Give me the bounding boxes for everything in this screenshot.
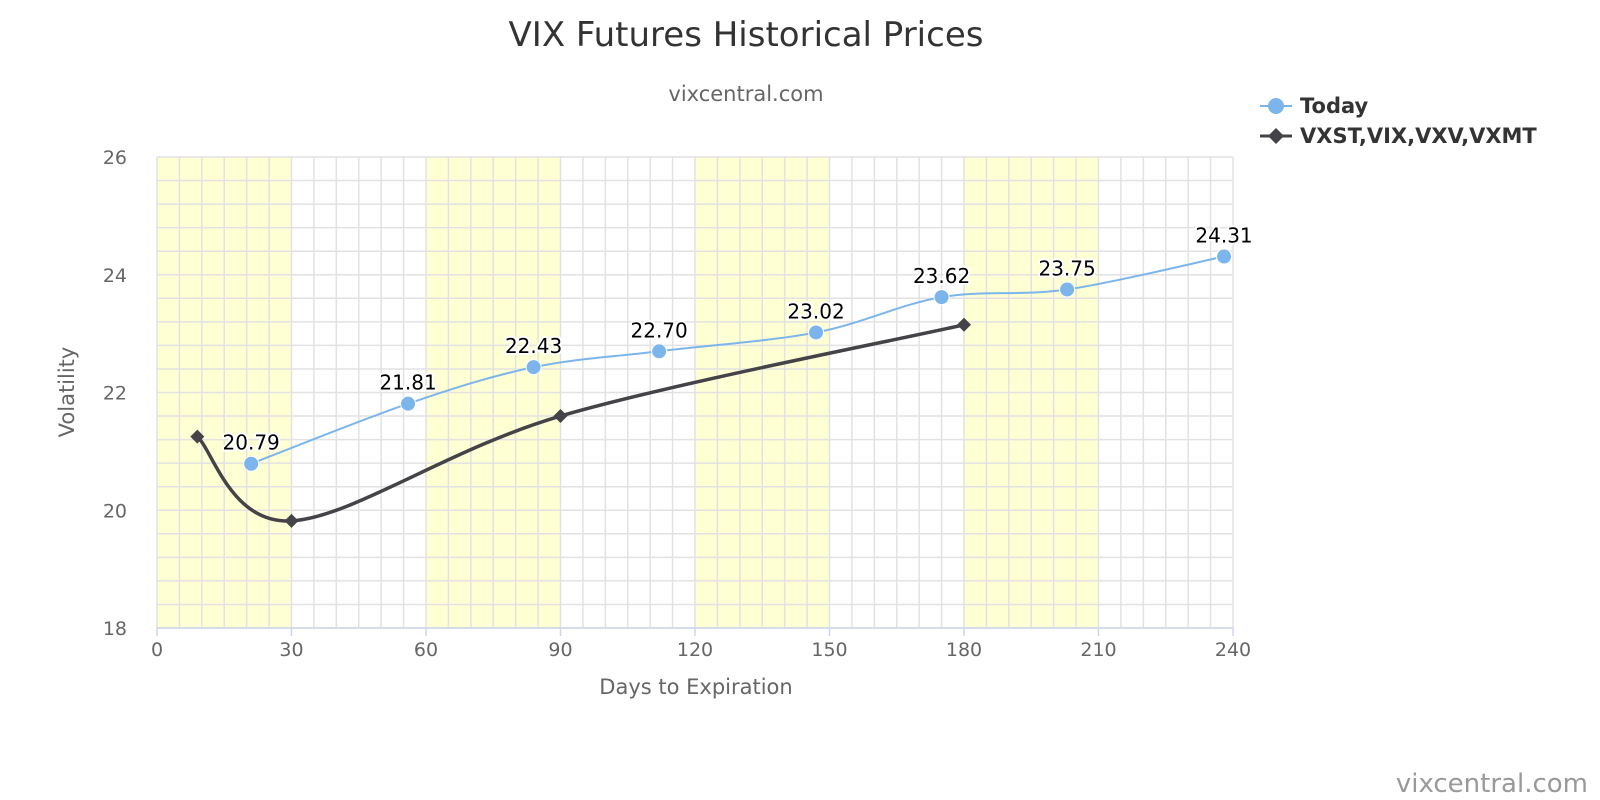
x-tick-label: 90 [548,639,572,661]
data-point-today [243,455,260,472]
data-label-today: 23.75 [1038,256,1095,280]
data-point-today [400,395,417,412]
data-point-today [525,359,542,376]
x-axis-title: Days to Expiration [599,675,792,699]
data-point-today [651,343,668,360]
data-label-today: 23.02 [787,299,844,323]
legend: Today VXST,VIX,VXV,VXMT [1260,94,1537,148]
legend-label-today: Today [1300,94,1369,118]
x-tick-label: 120 [677,639,713,661]
y-axis-title: Volatility [55,347,79,438]
x-tick-label: 60 [414,639,438,661]
data-point-vxst [957,317,971,332]
data-label-today: 22.70 [631,318,688,342]
data-point-today [808,324,825,341]
x-tick-label: 150 [811,639,847,661]
x-tick-label: 240 [1215,639,1251,661]
data-point-today [933,289,950,306]
chart-title: VIX Futures Historical Prices [509,15,984,55]
data-point-today [1216,248,1233,265]
x-tick-label: 0 [151,639,163,661]
x-tick-label: 180 [946,639,982,661]
legend-marker-vxst [1268,128,1284,144]
x-tick-label: 210 [1080,639,1116,661]
axes: 0 30 60 90 120 150 180 210 240 18 20 22 24 26 [103,147,1251,661]
data-label-today: 21.81 [379,371,436,395]
data-point-vxst [553,409,568,424]
legend-label-vxst: VXST,VIX,VXV,VXMT [1300,124,1537,148]
chart-credit: vixcentral.com [1396,769,1588,799]
data-point-vxst [284,513,299,528]
series-line-vxst [195,323,966,523]
y-tick-label: 18 [103,618,127,640]
series-line-today [250,255,1226,465]
data-labels: 20.79 21.81 22.43 22.70 23.02 23.62 23.75 24.31 [221,221,1255,456]
legend-item-vxst[interactable]: VXST,VIX,VXV,VXMT [1260,124,1537,148]
data-label-today: 24.31 [1195,223,1252,247]
y-tick-label: 22 [103,383,127,405]
grid-lines [156,156,1234,629]
legend-marker-today [1268,98,1284,114]
data-label-today: 22.43 [505,334,562,358]
data-label-today: 20.79 [223,431,280,455]
legend-item-today[interactable]: Today [1260,94,1369,118]
x-tick-label: 30 [279,639,303,661]
data-point-vxst [190,429,205,444]
data-label-today: 23.62 [913,264,970,288]
series-layer [190,248,1233,528]
y-tick-label: 24 [103,265,127,287]
y-tick-label: 20 [103,500,127,522]
y-tick-label: 26 [103,147,127,169]
data-point-today [1059,281,1076,298]
chart-subtitle: vixcentral.com [668,82,823,106]
